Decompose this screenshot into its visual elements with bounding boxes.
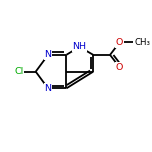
Text: O: O <box>116 38 123 47</box>
Text: Cl: Cl <box>14 67 24 76</box>
Text: NH: NH <box>73 42 86 51</box>
Text: CH₃: CH₃ <box>134 38 150 47</box>
Text: N: N <box>45 50 52 59</box>
Text: O: O <box>116 63 123 72</box>
Text: N: N <box>45 84 52 93</box>
